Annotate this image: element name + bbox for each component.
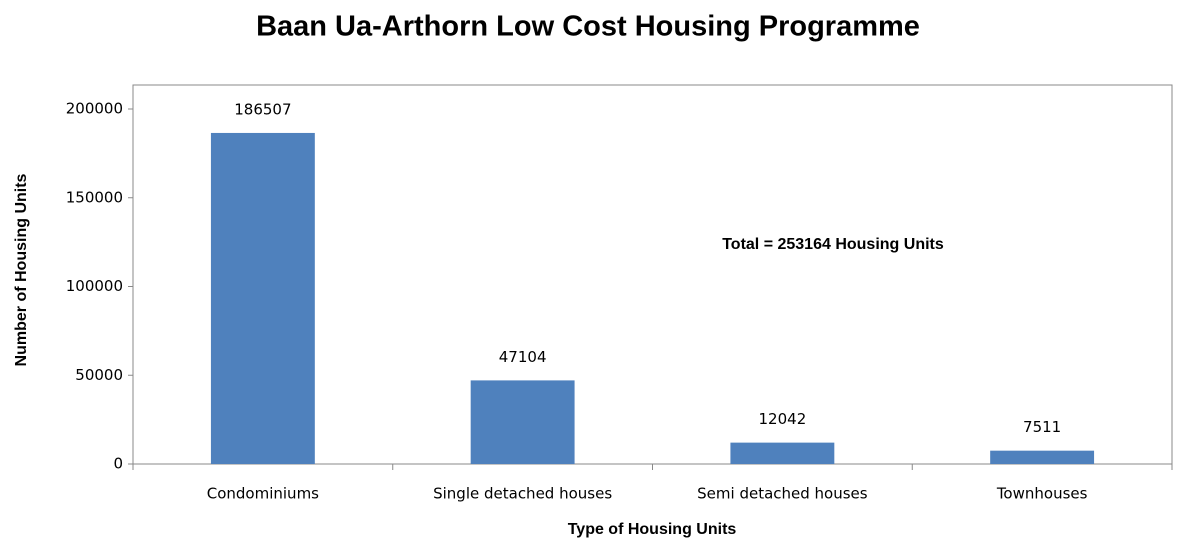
chart-title: Baan Ua-Arthorn Low Cost Housing Program… <box>256 11 920 43</box>
x-axis-title: Type of Housing Units <box>568 521 737 538</box>
bar <box>730 442 835 464</box>
x-tick-label: Condominiums <box>207 485 319 503</box>
y-tick-label: 200000 <box>66 100 123 118</box>
bar <box>470 380 575 464</box>
x-tick-label: Semi detached houses <box>697 485 868 503</box>
annotation: Total = 253164 Housing Units <box>722 236 944 253</box>
x-tick-label: Townhouses <box>996 485 1088 503</box>
data-label: 47104 <box>499 348 547 366</box>
y-tick-label: 100000 <box>66 277 123 295</box>
x-tick-label: Single detached houses <box>433 485 612 503</box>
data-label: 7511 <box>1023 418 1061 436</box>
data-label: 186507 <box>234 100 291 118</box>
bar <box>210 132 315 464</box>
y-tick-label: 150000 <box>66 188 123 206</box>
data-label: 12042 <box>759 410 807 428</box>
bar <box>990 450 1095 464</box>
y-axis-title: Number of Housing Units <box>13 173 30 366</box>
y-tick-label: 0 <box>113 455 123 473</box>
y-tick-label: 50000 <box>75 366 123 384</box>
